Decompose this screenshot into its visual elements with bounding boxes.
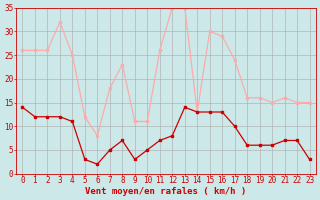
X-axis label: Vent moyen/en rafales ( km/h ): Vent moyen/en rafales ( km/h ) (85, 187, 247, 196)
